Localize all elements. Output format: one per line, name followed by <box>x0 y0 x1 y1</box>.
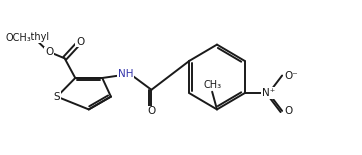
Text: OCH₃: OCH₃ <box>5 33 31 43</box>
Text: CH₃: CH₃ <box>203 80 221 90</box>
Text: S: S <box>54 92 60 102</box>
Text: O: O <box>284 106 292 116</box>
Text: NH: NH <box>118 69 133 79</box>
Text: O: O <box>76 37 84 47</box>
Text: O⁻: O⁻ <box>284 71 298 81</box>
Text: O: O <box>147 106 156 116</box>
Text: methyl: methyl <box>15 32 49 42</box>
Text: N⁺: N⁺ <box>262 88 275 98</box>
Text: O: O <box>45 47 53 58</box>
